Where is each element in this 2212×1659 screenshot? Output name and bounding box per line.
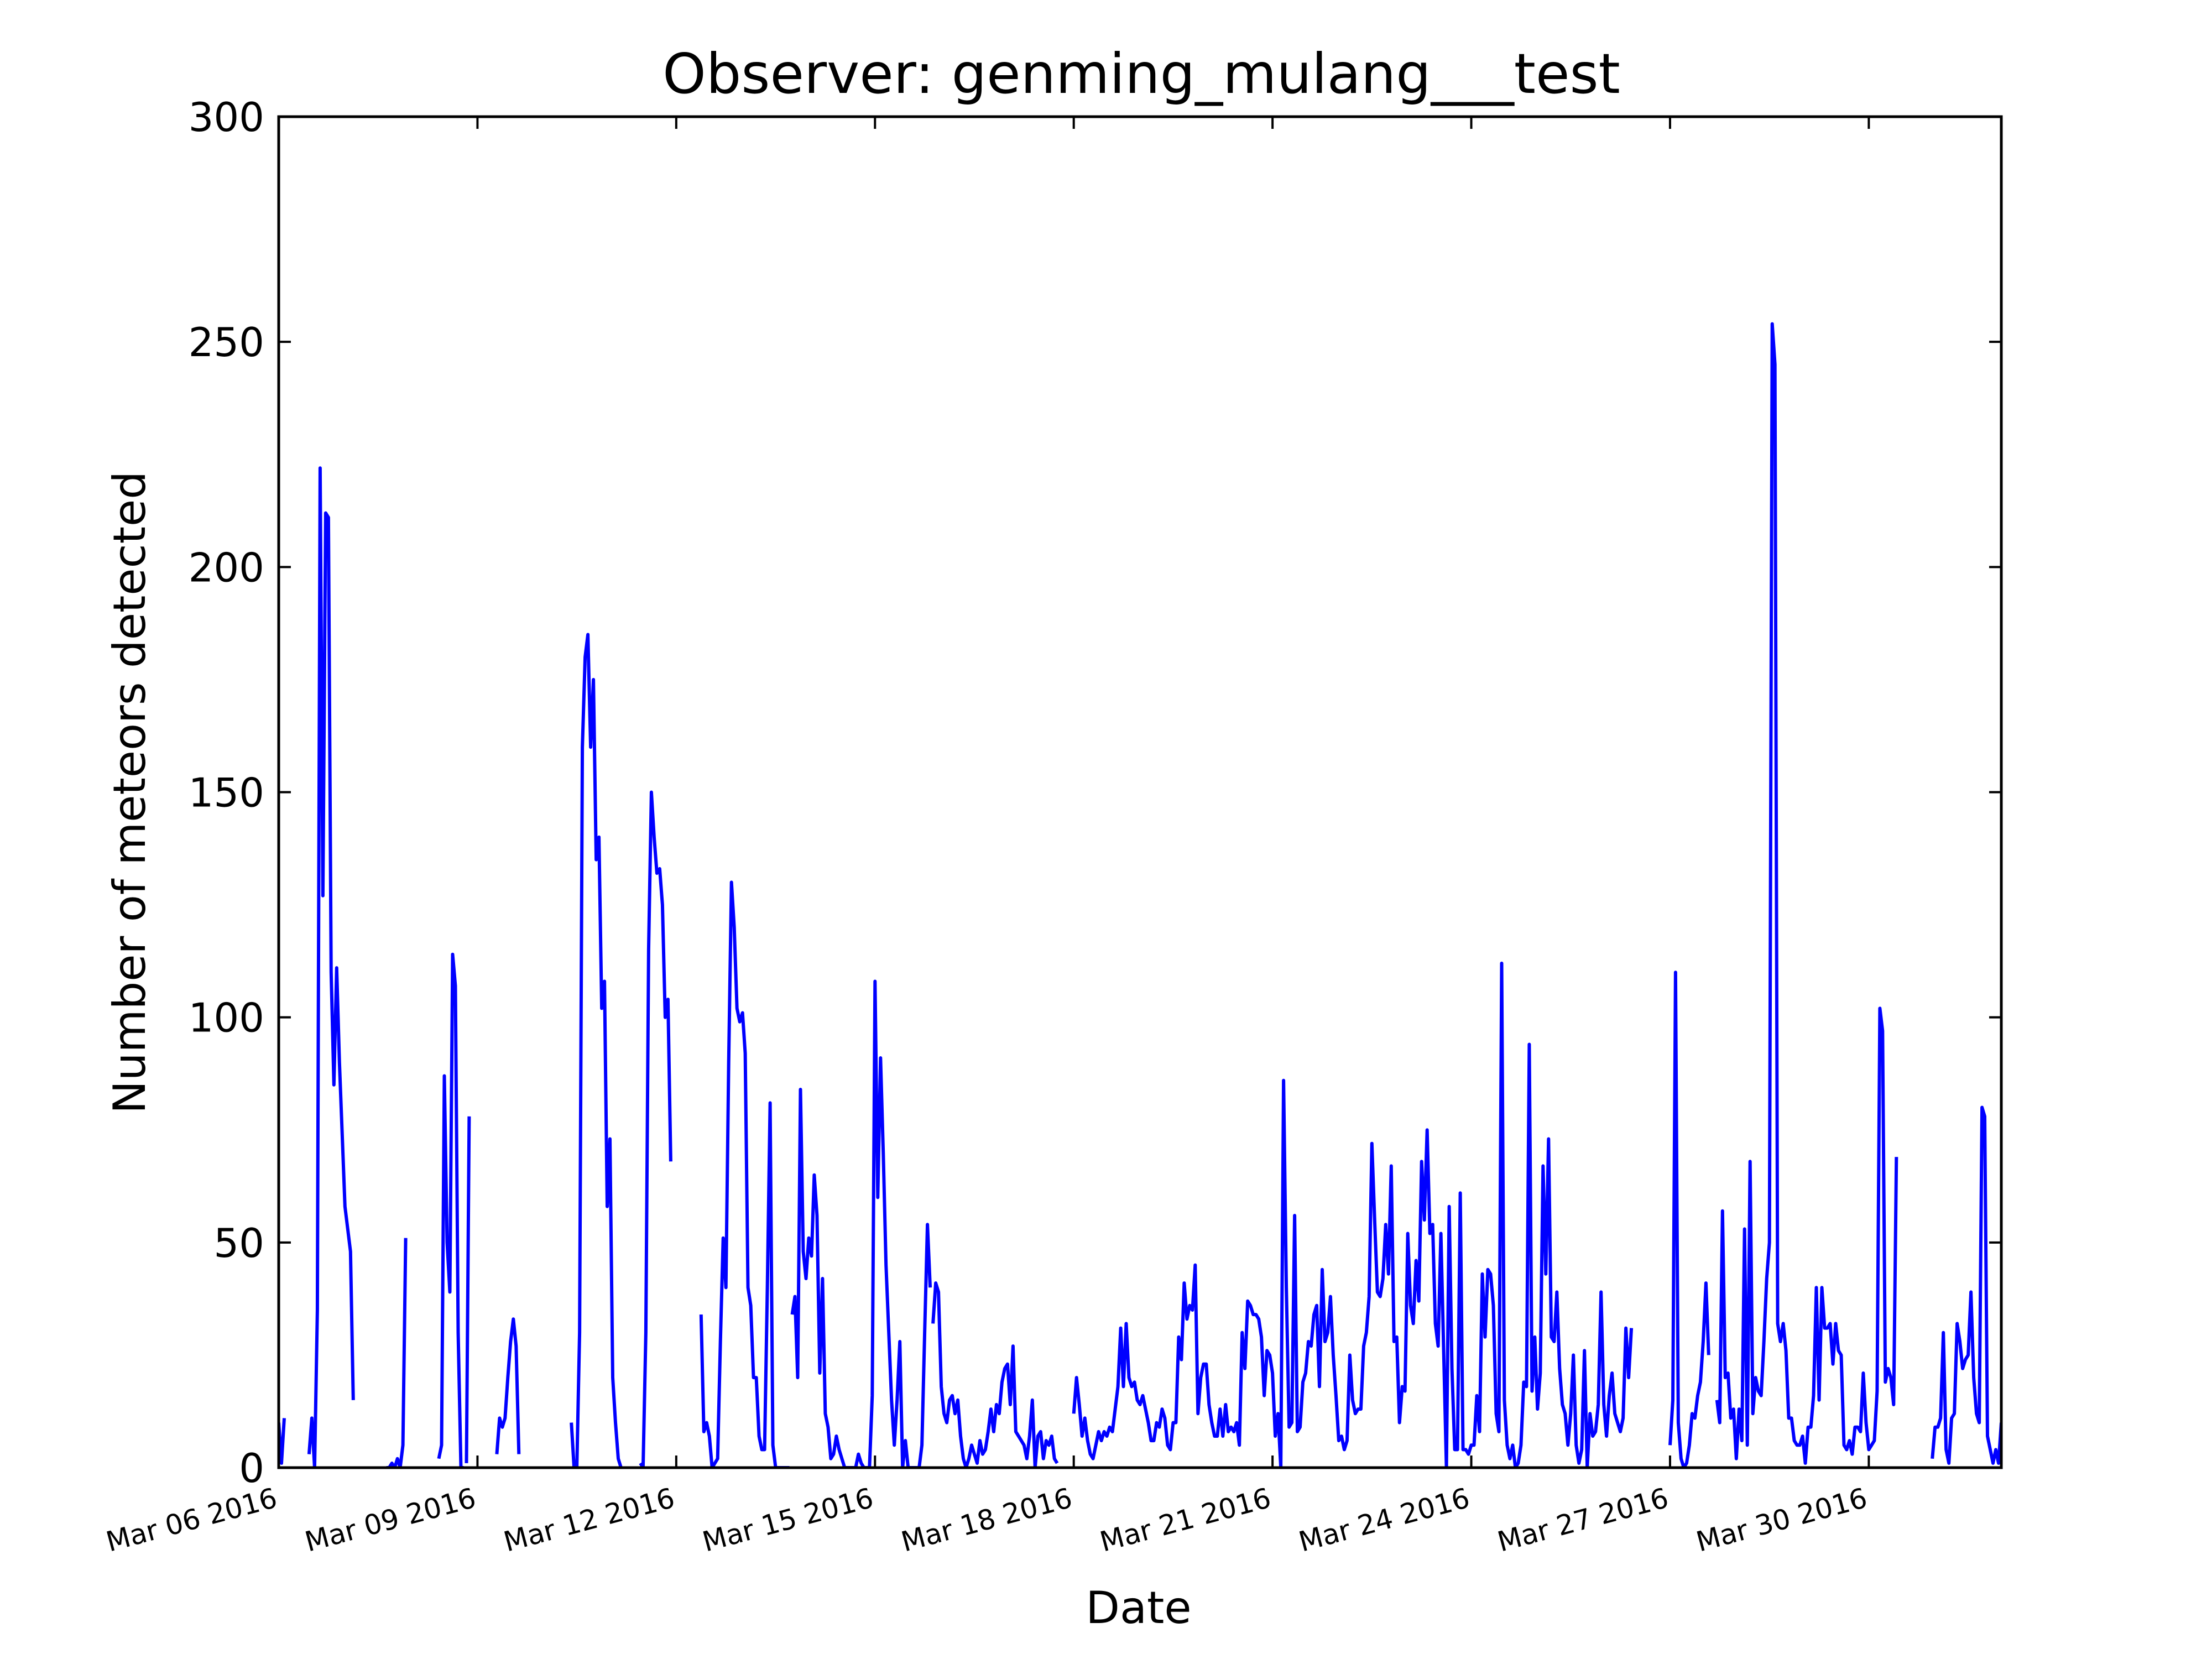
y-tick-label: 0: [239, 1445, 264, 1491]
y-tick-label: 100: [189, 995, 264, 1041]
series-line-segment: [1715, 322, 1898, 1465]
series-line-segment: [307, 466, 355, 1468]
series-line-segment: [437, 952, 464, 1468]
series-line-segment: [931, 1281, 1059, 1468]
series-line-segment: [465, 1116, 471, 1463]
series-line-segment: [1072, 961, 1634, 1468]
plot-frame: [277, 115, 2003, 1469]
chart-title: Observer: genming_mulang___test: [662, 41, 1620, 106]
series-line-segment: [1668, 971, 1710, 1468]
series-line-segment: [495, 1317, 521, 1454]
y-tick-label: 300: [189, 94, 264, 140]
y-tick-label: 250: [189, 319, 264, 366]
y-tick-label: 200: [189, 544, 264, 591]
y-tick-label: 150: [189, 770, 264, 816]
series-line-segment: [790, 979, 932, 1468]
x-axis-label: Date: [1086, 1582, 1191, 1634]
y-axis: 0 50 100 150 200 250 300: [189, 94, 2001, 1491]
series-line-segment: [1931, 1105, 2001, 1465]
y-axis-label: Number of meteors detected: [104, 471, 155, 1114]
y-tick-label: 50: [213, 1220, 264, 1266]
series-line-segment: [639, 790, 672, 1468]
series-line-segment: [699, 880, 790, 1468]
series-line-segment: [570, 633, 623, 1468]
